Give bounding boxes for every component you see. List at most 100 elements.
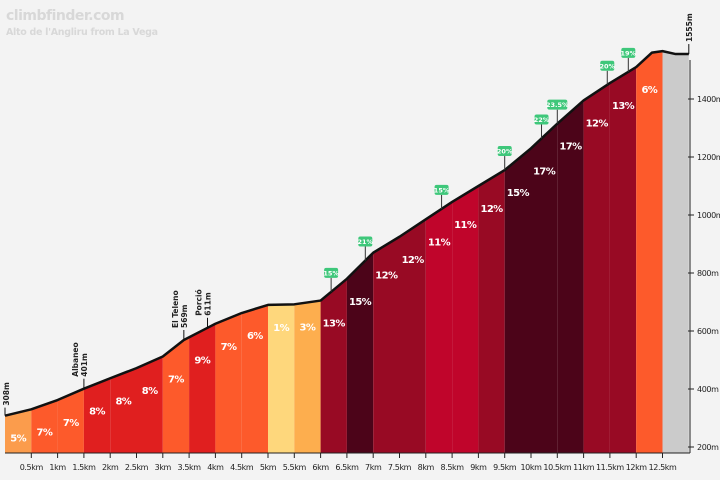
poi-elevation: 569m [180, 304, 189, 328]
gradient-label: 12% [402, 255, 425, 266]
gradient-label: 12% [375, 271, 398, 282]
y-tick-label: 600m [697, 327, 719, 336]
poi-elevation: 401m [80, 353, 89, 377]
max-gradient-label: 19% [621, 49, 637, 57]
poi-elevation: 611m [204, 292, 213, 316]
max-gradient-label: 21% [358, 238, 374, 246]
x-tick-label: 3km [155, 463, 172, 472]
x-tick-label: 2.5km [125, 463, 149, 472]
max-gradient-flag [621, 47, 636, 58]
x-tick-label: 11.5km [596, 463, 624, 472]
gradient-label: 11% [428, 237, 451, 248]
gradient-segment-17 [452, 186, 479, 453]
gradient-segment-1 [31, 400, 58, 453]
profile-line [4, 49, 689, 417]
brand-logo[interactable]: climbfinder.com [6, 8, 125, 24]
max-gradient-label: 23.5% [546, 101, 569, 109]
max-gradient-flag [434, 184, 449, 195]
x-tick-label: 4.5km [230, 463, 254, 472]
gradient-segment-6 [162, 337, 190, 453]
max-gradient-flag [497, 146, 512, 157]
gradient-segment-16 [425, 201, 453, 453]
x-tick-label: 5.5km [283, 463, 307, 472]
y-tick-label: 1400m [697, 95, 720, 104]
gradient-label: 7% [221, 342, 237, 353]
gradient-label: 12% [480, 204, 503, 215]
max-gradient-flag [547, 99, 568, 110]
x-tick-label: 10.5km [543, 463, 571, 472]
y-tick-label: 800m [697, 269, 719, 278]
gradient-label: 1% [273, 323, 289, 334]
poi-name: El Teleno [171, 290, 180, 328]
gradient-segment-13 [346, 252, 374, 453]
max-gradient-label: 20% [497, 148, 513, 156]
gradient-segment-0 [5, 409, 32, 453]
y-tick-label: 1000m [697, 211, 720, 220]
x-tick-label: 9km [470, 463, 487, 472]
max-gradient-label: 22% [534, 116, 550, 124]
gradient-segment-19 [504, 148, 531, 454]
y-tick-label: 1200m [697, 153, 720, 162]
gradient-segment-20 [531, 123, 558, 454]
max-gradient-flag [600, 60, 615, 71]
x-tick-label: 3.5km [178, 463, 202, 472]
gradient-label: 11% [454, 220, 477, 231]
y-tick-label: 200m [697, 443, 719, 452]
max-gradient-flag [534, 114, 549, 125]
summit-elevation-label: 1555m [685, 13, 694, 42]
max-gradient-label: 15% [434, 186, 450, 194]
x-tick-label: 12km [626, 463, 648, 472]
gradient-label: 15% [507, 188, 530, 199]
gradient-label: 8% [142, 386, 158, 397]
poi-label: Albaneo401m [71, 342, 89, 376]
x-tick-label: 7km [365, 463, 382, 472]
gradient-segment-7 [189, 323, 216, 453]
gradient-label: 3% [300, 322, 316, 333]
chart-title: Alto de l'Angliru from La Vega [6, 27, 158, 38]
x-tick-label: 2km [102, 463, 119, 472]
x-tick-label: 6.5km [335, 463, 359, 472]
gradient-segment-12 [320, 278, 347, 453]
gradient-segment-9 [241, 304, 268, 453]
x-tick-label: 8.5km [441, 463, 465, 472]
gradient-label: 9% [194, 355, 210, 366]
x-tick-label: 10km [520, 463, 542, 472]
gradient-label: 7% [168, 375, 184, 386]
x-tick-label: 12.5km [649, 463, 677, 472]
gradient-segment-5 [136, 356, 163, 453]
gradient-segment-4 [110, 368, 137, 453]
max-gradient-label: 15% [323, 269, 339, 277]
gradient-segment-11 [294, 300, 321, 453]
gradient-label: 6% [641, 85, 657, 96]
x-tick-label: 4km [207, 463, 224, 472]
start-elevation-label: 308m [2, 382, 11, 406]
x-tick-label: 0.5km [20, 463, 44, 472]
x-tick-label: 8km [418, 463, 435, 472]
max-gradient-flag [358, 236, 373, 247]
gradient-segment-3 [83, 378, 111, 453]
gradient-label: 12% [586, 118, 609, 129]
x-tick-label: 6km [312, 463, 329, 472]
x-tick-label: 7.5km [388, 463, 412, 472]
gradient-segment-10 [268, 304, 295, 453]
gradient-segment-22 [583, 83, 610, 454]
gradient-segment-15 [399, 219, 426, 453]
gradient-segment-23 [609, 67, 637, 453]
x-tick-label: 9.5km [493, 463, 517, 472]
x-tick-label: 1.5km [72, 463, 96, 472]
y-tick-label: 400m [697, 385, 719, 394]
poi-label: Porció611m [195, 289, 213, 316]
gradient-label: 15% [349, 297, 372, 308]
gradient-label: 13% [612, 101, 635, 112]
poi-name: Porció [195, 289, 204, 316]
x-tick-label: 5km [260, 463, 277, 472]
gradient-segment-2 [57, 388, 84, 453]
gradient-label: 13% [323, 319, 346, 330]
gradient-label: 8% [89, 407, 105, 418]
max-gradient-flag [324, 267, 339, 278]
poi-label: El Teleno569m [171, 290, 189, 328]
gradient-segment-21 [557, 100, 584, 453]
gradient-segment-25 [662, 51, 689, 454]
gradient-label: 7% [37, 427, 53, 438]
x-tick-label: 1km [49, 463, 66, 472]
